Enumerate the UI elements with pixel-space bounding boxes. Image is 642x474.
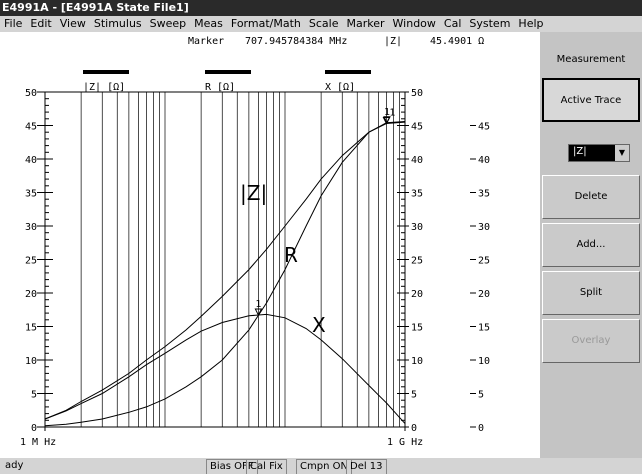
softkey-header: Measurement <box>556 54 626 65</box>
softkey[interactable]: Add... <box>542 223 640 267</box>
y-tick-label: 45 <box>25 122 37 133</box>
y-tick-label: 50 <box>25 88 37 99</box>
menu-item[interactable]: Scale <box>308 17 339 30</box>
marker-readout: Marker <box>188 36 224 47</box>
softkey[interactable]: Split <box>542 271 640 315</box>
dropdown-arrow: ▼ <box>615 145 629 161</box>
y-tick-label: 25 <box>25 256 37 267</box>
y3-tick-label: 35 <box>478 189 490 200</box>
trace-label: R [Ω] <box>205 82 235 93</box>
y2-tick-label: 30 <box>411 222 423 233</box>
y-tick-label: 40 <box>25 155 37 166</box>
y3-tick-label: 15 <box>478 323 490 334</box>
trace-indicator <box>205 70 251 74</box>
menu-item[interactable]: System <box>469 17 511 30</box>
trace <box>44 313 406 424</box>
title-bar: E4991A - [E4991A State File1] <box>0 0 642 16</box>
trace <box>44 121 406 420</box>
marker <box>382 116 391 125</box>
y2-tick-label: 40 <box>411 155 423 166</box>
dropdown-value: |Z| <box>573 146 587 157</box>
y-tick-label: 20 <box>25 289 37 300</box>
y-tick-label: 30 <box>25 222 37 233</box>
y3-tick-label: 0 <box>478 423 484 434</box>
y2-tick-label: 25 <box>411 256 423 267</box>
y2-tick-label: 5 <box>411 390 417 401</box>
dropdown[interactable]: |Z| ▼ <box>568 144 630 162</box>
y-tick-label: 15 <box>25 323 37 334</box>
softkey-panel: Measurement Active Trace |Z| ▼ Delete Add... S… <box>540 32 642 458</box>
menu-item[interactable]: Cal <box>443 17 462 30</box>
menu-item[interactable]: Meas <box>194 17 223 30</box>
marker <box>254 308 263 317</box>
menu-item[interactable]: Stimulus <box>93 17 142 30</box>
plot-frame <box>44 91 406 428</box>
y3-tick-label: 20 <box>478 289 490 300</box>
softkey-disabled: Overlay <box>542 319 640 363</box>
menu-item[interactable]: Edit <box>30 17 52 30</box>
x-tick-label: 1 G Hz <box>387 437 423 448</box>
y2-tick-label: 50 <box>411 88 423 99</box>
marker-readout: |Z| <box>384 36 402 47</box>
trace-indicator <box>83 70 129 74</box>
trace <box>44 121 406 427</box>
x-tick-label: 1 M Hz <box>20 437 56 448</box>
y2-tick-label: 35 <box>411 189 423 200</box>
menu-bar: File Edit View Stimulus Sweep Meas Format/Math… <box>0 16 642 32</box>
y3-tick-label: 5 <box>478 390 484 401</box>
y2-tick-label: 15 <box>411 323 423 334</box>
trace-name: |Z| <box>240 181 267 205</box>
menu-item[interactable]: Help <box>518 17 544 30</box>
y-tick-label: 35 <box>25 189 37 200</box>
y2-tick-label: 10 <box>411 356 423 367</box>
chart: Marker 707.945784384 MHz |Z| 45.4901 Ω |Z| [… <box>0 32 540 458</box>
y2-tick-label: 0 <box>411 423 417 434</box>
trace-label: X [Ω] <box>325 82 355 93</box>
y3-tick-label: 10 <box>478 356 490 367</box>
y-tick-label: 10 <box>25 356 37 367</box>
status-field: Bias OFF <box>206 459 258 474</box>
menu-item[interactable]: View <box>59 17 86 30</box>
window-title: E4991A - [E4991A State File1] <box>2 1 189 14</box>
marker-label: 1 <box>384 107 390 118</box>
marker-readout: 45.4901 Ω <box>430 36 484 47</box>
menu-item[interactable]: Marker <box>346 17 385 30</box>
status-field: ady <box>5 460 24 471</box>
marker-label: 1 <box>389 107 395 118</box>
y2-tick-label: 45 <box>411 122 423 133</box>
softkey[interactable]: Delete <box>542 175 640 219</box>
status-field: Cmpn ON <box>296 459 352 474</box>
marker-label: 1 <box>255 299 261 310</box>
y-tick-label: 0 <box>31 423 37 434</box>
y3-tick-label: 45 <box>478 122 490 133</box>
trace-name: R <box>284 243 298 267</box>
y3-tick-label: 25 <box>478 256 490 267</box>
trace-name: X <box>312 313 326 337</box>
y2-tick-label: 20 <box>411 289 423 300</box>
status-bar: ady Bias OFF Cal Fix Cmpn ON Del 13 <box>0 458 642 474</box>
menu-item[interactable]: Sweep <box>149 17 187 30</box>
marker-readout: 707.945784384 MHz <box>245 36 347 47</box>
status-field: Del 13 <box>346 459 387 474</box>
y3-tick-label: 30 <box>478 222 490 233</box>
status-field: Cal Fix <box>246 459 287 474</box>
trace-label: |Z| [Ω] <box>83 82 125 93</box>
y3-tick-label: 40 <box>478 155 490 166</box>
y-tick-label: 5 <box>31 390 37 401</box>
menu-item[interactable]: Format/Math <box>230 17 301 30</box>
menu-item[interactable]: File <box>4 17 23 30</box>
menu-item[interactable]: Window <box>392 17 436 30</box>
softkey[interactable]: Active Trace <box>542 78 640 122</box>
trace-indicator <box>325 70 371 74</box>
